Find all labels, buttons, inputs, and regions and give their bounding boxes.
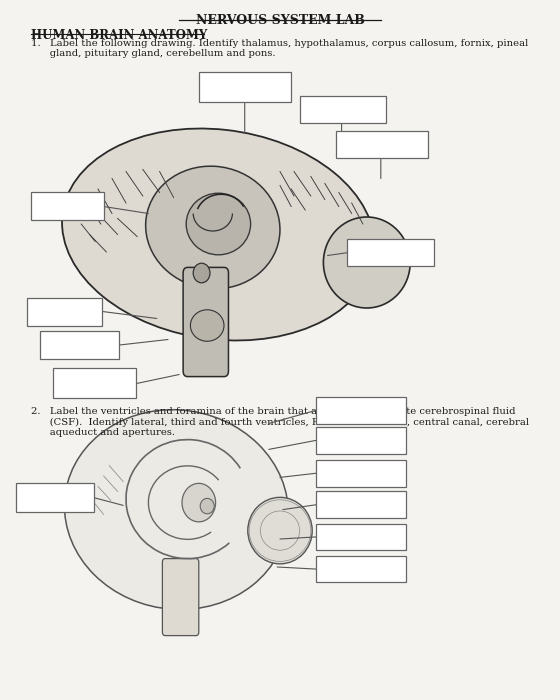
Bar bbox=[316, 397, 406, 424]
Ellipse shape bbox=[200, 498, 214, 514]
Ellipse shape bbox=[193, 263, 210, 283]
Bar bbox=[300, 96, 386, 122]
Ellipse shape bbox=[186, 193, 251, 255]
Text: 1.   Label the following drawing. Identify thalamus, hypothalamus, corpus callos: 1. Label the following drawing. Identify… bbox=[31, 38, 528, 48]
Bar bbox=[316, 524, 406, 550]
Ellipse shape bbox=[146, 166, 280, 289]
Text: (CSF).  Identify lateral, third and fourth ventricles, Foramen of Monro, central: (CSF). Identify lateral, third and fourt… bbox=[31, 418, 529, 427]
Bar bbox=[31, 193, 104, 220]
Bar bbox=[316, 460, 406, 486]
Bar bbox=[316, 427, 406, 454]
Ellipse shape bbox=[248, 497, 312, 564]
FancyBboxPatch shape bbox=[183, 267, 228, 377]
Bar bbox=[27, 298, 102, 326]
Ellipse shape bbox=[64, 410, 288, 610]
Bar bbox=[199, 72, 291, 102]
Bar bbox=[347, 239, 434, 266]
Bar bbox=[316, 491, 406, 518]
Text: NERVOUS SYSTEM LAB: NERVOUS SYSTEM LAB bbox=[195, 14, 365, 27]
Bar bbox=[16, 483, 94, 512]
Text: HUMAN BRAIN ANATOMY: HUMAN BRAIN ANATOMY bbox=[31, 29, 207, 43]
Ellipse shape bbox=[324, 217, 410, 308]
Text: aqueduct and apertures.: aqueduct and apertures. bbox=[31, 428, 175, 438]
Ellipse shape bbox=[182, 483, 216, 522]
FancyBboxPatch shape bbox=[162, 559, 199, 636]
Bar bbox=[40, 331, 119, 359]
Text: 2.   Label the ventricles and foramina of the brain that are used to circulate c: 2. Label the ventricles and foramina of … bbox=[31, 407, 515, 416]
Bar bbox=[336, 131, 428, 158]
Ellipse shape bbox=[62, 129, 375, 340]
Ellipse shape bbox=[190, 309, 224, 342]
Bar bbox=[316, 556, 406, 582]
Text: gland, pituitary gland, cerebellum and pons.: gland, pituitary gland, cerebellum and p… bbox=[31, 49, 276, 58]
Bar bbox=[53, 368, 136, 398]
